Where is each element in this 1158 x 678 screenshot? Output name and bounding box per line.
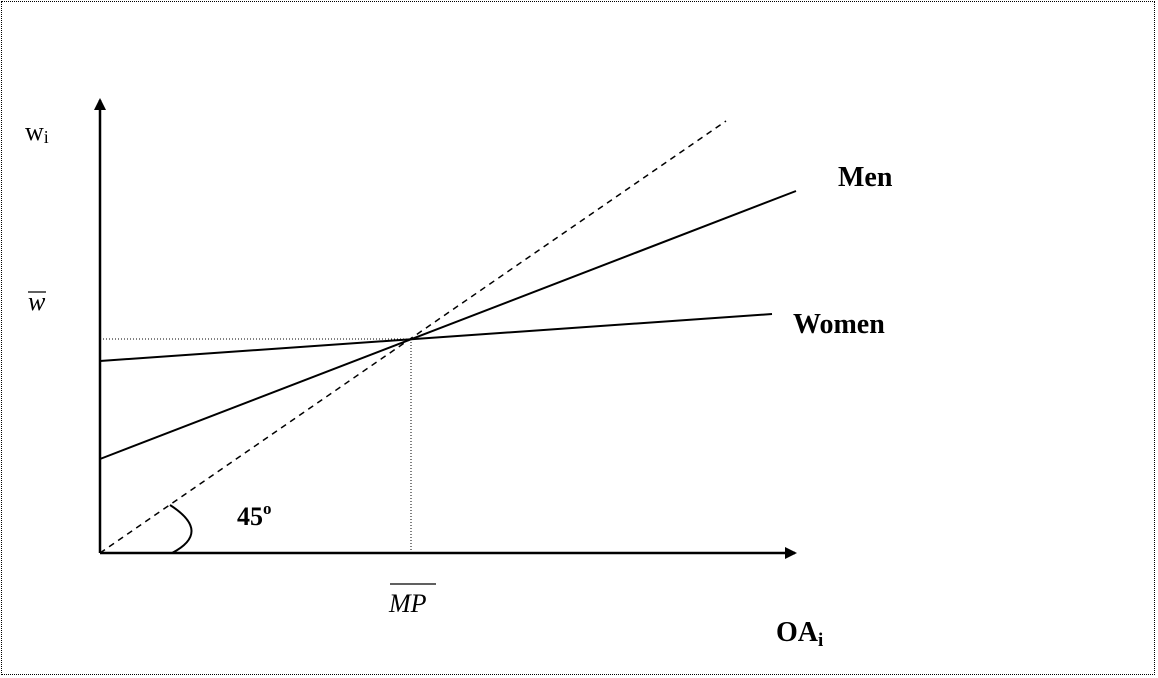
women-line bbox=[99, 313, 773, 362]
angle-arc bbox=[169, 504, 193, 554]
mp-bar-label: MP bbox=[388, 589, 427, 618]
w-bar-label: w bbox=[28, 287, 46, 316]
women-label: Women bbox=[793, 309, 885, 340]
x-axis-label: OAi bbox=[776, 617, 823, 651]
angle-label: 45o bbox=[237, 499, 272, 531]
forty-five-degree-line bbox=[99, 120, 727, 554]
men-label: Men bbox=[838, 162, 893, 193]
y-axis-label: wi bbox=[25, 117, 49, 147]
men-line bbox=[99, 190, 797, 460]
